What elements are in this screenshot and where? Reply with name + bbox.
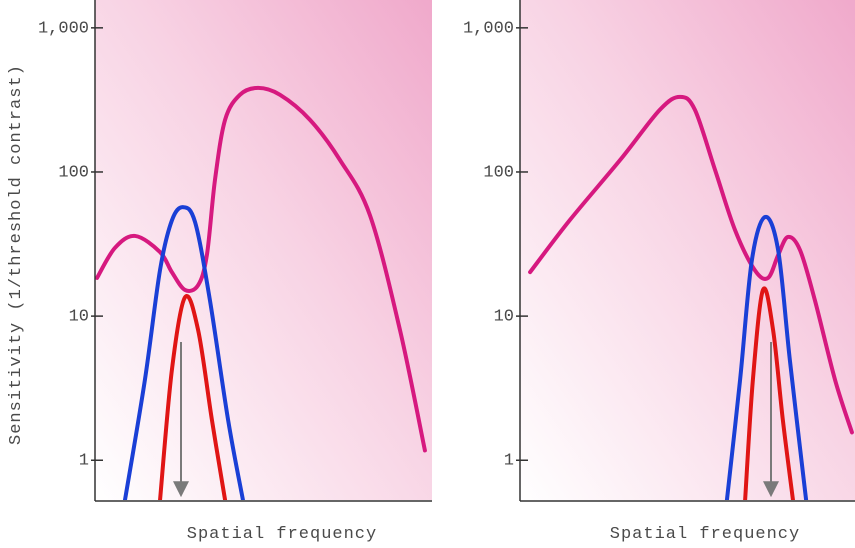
x-axis-label: Spatial frequency [187,525,377,544]
y-tick-label: 1,000 [463,19,514,38]
y-tick-label: 100 [58,163,89,182]
curve [95,85,427,453]
left-panel: Spatial frequency Sensitivity (1/thresho… [7,0,432,544]
y-axis-label: Sensitivity (1/threshold contrast) [7,64,26,445]
curve [528,94,854,435]
curves [528,94,854,500]
y-tick-label: 100 [483,163,514,182]
curve [743,286,795,500]
right-panel: Spatial frequency 1 10 100 1,000 [463,0,855,544]
curve [122,205,245,500]
curves [95,85,427,500]
y-tick-label: 1 [79,452,89,471]
y-tick-label: 1,000 [38,19,89,38]
y-tick-label: 10 [494,308,514,327]
x-axis-label: Spatial frequency [610,525,800,544]
y-tick-label: 1 [504,452,514,471]
plot-background [95,0,432,500]
curve [724,214,809,500]
plot-background [520,0,855,500]
y-tick-label: 10 [69,308,89,327]
curve [158,293,228,500]
